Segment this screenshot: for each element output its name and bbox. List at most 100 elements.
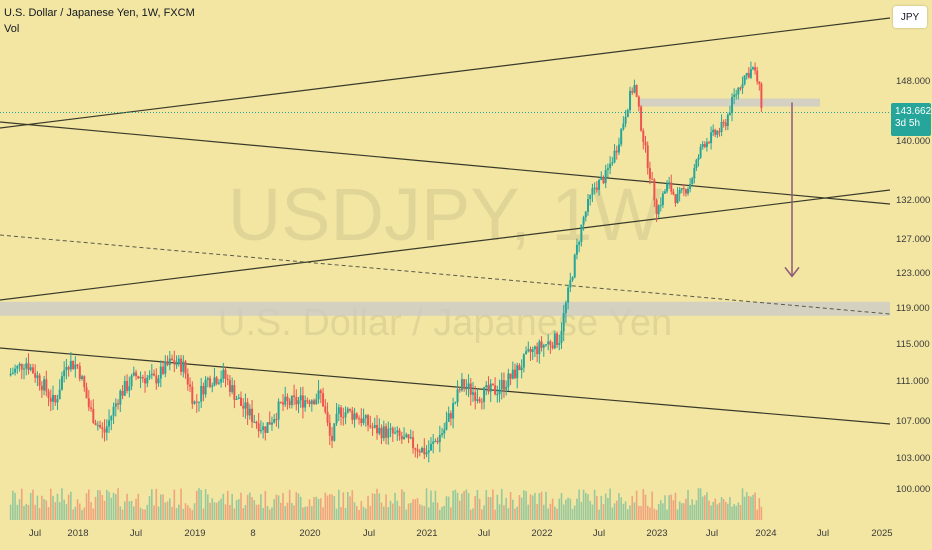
candle-body — [600, 177, 603, 180]
candle-body — [443, 429, 446, 434]
volume-bar — [108, 491, 110, 520]
volume-bar — [430, 490, 432, 520]
candle-body — [693, 168, 696, 179]
candle-body — [724, 122, 727, 127]
volume-bar — [622, 503, 625, 520]
candle-body — [412, 437, 415, 449]
volume-bar — [722, 499, 725, 520]
candle-body — [640, 106, 643, 131]
time-axis[interactable]: Jul 2018 Jul 2019 8 2020 Jul 2021 Jul 2022 Jul 2023… — [0, 520, 932, 550]
volume-bar — [485, 490, 488, 520]
volume-bar — [452, 490, 454, 520]
volume-bar — [520, 497, 523, 520]
volume-bar — [45, 500, 48, 520]
volume-bars — [9, 488, 763, 520]
candle-body — [139, 377, 142, 379]
candle-body — [367, 415, 370, 426]
candle-body — [105, 426, 108, 433]
volume-bar — [685, 498, 687, 520]
price-tick-label: 132.000 — [896, 195, 930, 206]
candle-body — [204, 379, 207, 395]
volume-bar — [237, 499, 240, 520]
volume-bar — [670, 494, 673, 520]
volume-bar — [678, 501, 681, 520]
candle-body — [531, 349, 534, 353]
candle-body — [463, 379, 466, 389]
candle-body — [313, 400, 316, 405]
dashed-trendline — [0, 234, 891, 315]
upper-channel-line — [0, 17, 891, 129]
candle-body — [569, 280, 572, 288]
candle-body — [465, 388, 468, 390]
volume-bar — [255, 504, 258, 520]
currency-button[interactable]: JPY — [893, 6, 927, 28]
candle-body — [617, 144, 620, 153]
volume-bar — [620, 497, 622, 520]
candle-body — [663, 191, 666, 194]
volume-bar — [576, 498, 578, 520]
volume-bar — [635, 490, 638, 520]
volume-bar — [396, 500, 399, 520]
candle-body — [9, 373, 12, 376]
candle-body — [47, 391, 50, 399]
volume-bar — [320, 498, 322, 520]
candle-body — [146, 377, 149, 384]
volume-bar — [618, 493, 620, 520]
time-tick-label: Jul — [29, 528, 41, 539]
volume-bar — [151, 489, 153, 520]
time-tick-label: Jul — [363, 528, 375, 539]
candle-body — [657, 205, 660, 215]
volume-indicator-label[interactable]: Vol — [4, 23, 20, 35]
price-axis[interactable]: 148.000 140.000 132.000 127.000 123.000 119.0… — [890, 0, 932, 520]
candle-body — [380, 427, 383, 439]
volume-bar — [351, 490, 354, 520]
volume-bar — [569, 498, 572, 520]
candle-body — [578, 242, 581, 245]
volume-bar — [419, 504, 421, 520]
candle-body — [389, 428, 392, 430]
candle-body — [695, 159, 698, 169]
volume-bar — [505, 497, 507, 520]
volume-bar — [38, 508, 41, 520]
volume-bar — [277, 495, 280, 520]
candle-body — [733, 94, 736, 97]
volume-bar — [394, 492, 396, 520]
candle-body — [166, 361, 169, 365]
volume-bar — [383, 506, 385, 520]
candle-body — [344, 412, 347, 418]
candle-body — [94, 422, 97, 426]
candle-body — [705, 142, 708, 148]
candle-body — [629, 90, 632, 111]
candle-body — [582, 217, 585, 225]
symbol-title[interactable]: U.S. Dollar / Japanese Yen, 1W, FXCM — [4, 7, 195, 19]
volume-bar — [99, 490, 101, 520]
candle-body — [540, 341, 543, 348]
volume-bar — [534, 492, 536, 520]
candle-body — [141, 377, 144, 379]
volume-bar — [447, 496, 450, 520]
watermark-symbol: USDJPY, 1W — [228, 173, 663, 256]
candle-body — [626, 110, 629, 118]
volume-bar — [365, 508, 367, 520]
candle-body — [248, 408, 251, 416]
candle-body — [522, 354, 525, 368]
candle-body — [228, 380, 231, 393]
volume-bar — [483, 505, 485, 520]
volume-bar — [81, 509, 83, 520]
candle-body — [529, 349, 532, 353]
time-tick-label: 2023 — [646, 528, 667, 539]
volume-bar — [90, 502, 92, 520]
time-tick-label: 2021 — [416, 528, 437, 539]
candle-body — [752, 67, 755, 70]
volume-bar — [551, 498, 554, 520]
volume-bar — [604, 493, 607, 520]
down-arrow-annotation — [784, 102, 800, 278]
volume-bar — [358, 509, 360, 520]
price-tick-label: 111.000 — [896, 376, 929, 387]
volume-bar — [260, 494, 262, 520]
volume-bar — [607, 498, 609, 520]
volume-bar — [642, 488, 645, 520]
candle-body — [716, 131, 719, 135]
